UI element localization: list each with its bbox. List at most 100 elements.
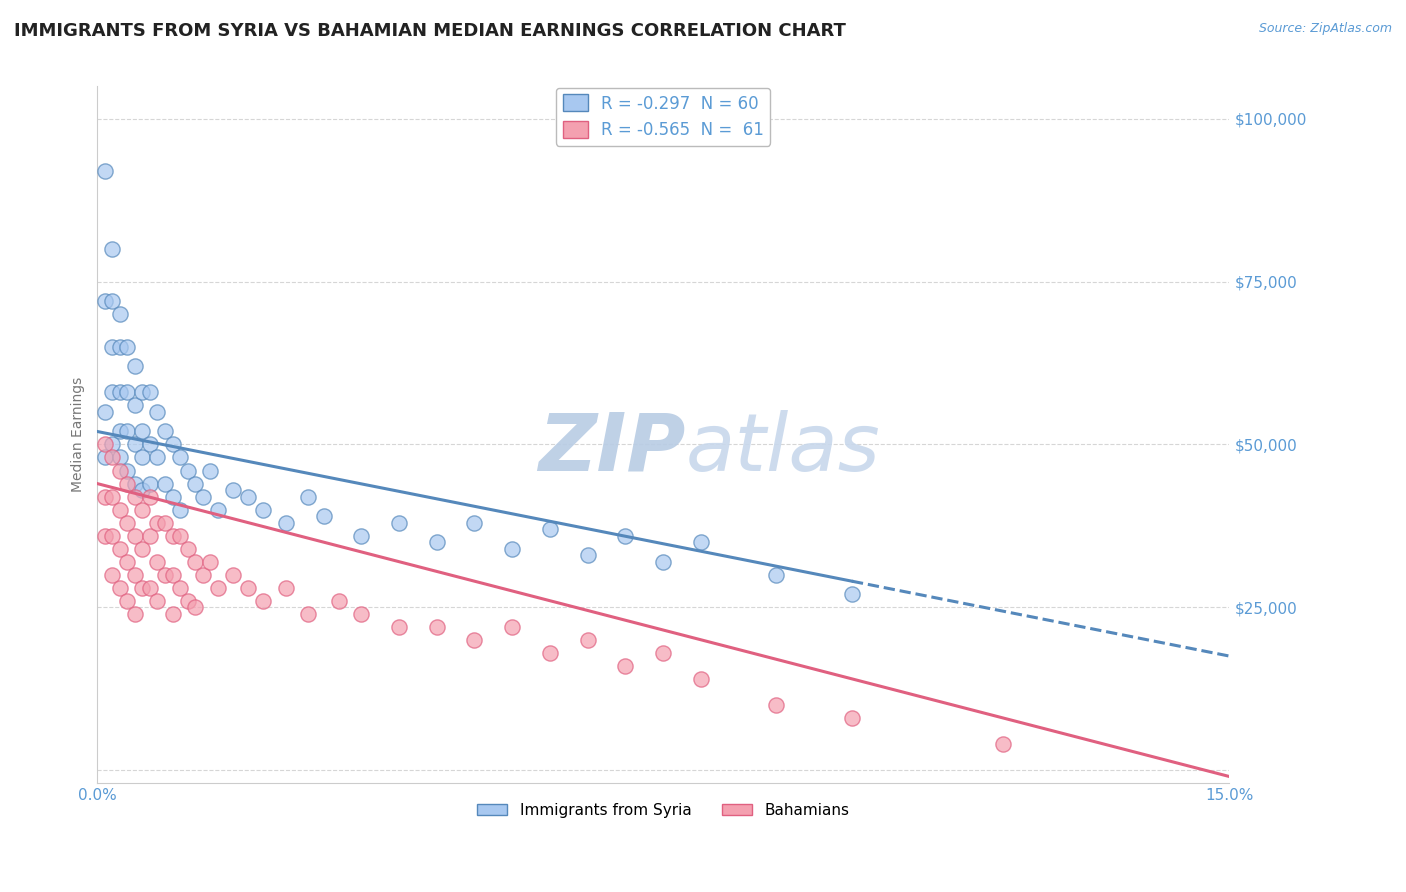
Point — [108, 502, 131, 516]
Point — [312, 509, 335, 524]
Point — [115, 340, 138, 354]
Point — [146, 450, 169, 465]
Point — [765, 698, 787, 712]
Point — [252, 502, 274, 516]
Point — [101, 294, 124, 309]
Point — [93, 437, 115, 451]
Point — [426, 620, 449, 634]
Point — [162, 528, 184, 542]
Point — [115, 385, 138, 400]
Point — [131, 385, 153, 400]
Point — [176, 593, 198, 607]
Point — [124, 607, 146, 621]
Point — [93, 450, 115, 465]
Point — [222, 483, 245, 497]
Point — [426, 535, 449, 549]
Y-axis label: Median Earnings: Median Earnings — [72, 377, 86, 492]
Point — [108, 450, 131, 465]
Point — [124, 437, 146, 451]
Point — [501, 620, 523, 634]
Point — [200, 555, 222, 569]
Point — [191, 567, 214, 582]
Point — [538, 522, 561, 536]
Legend: Immigrants from Syria, Bahamians: Immigrants from Syria, Bahamians — [471, 797, 856, 824]
Point — [146, 516, 169, 530]
Point — [222, 567, 245, 582]
Point — [153, 425, 176, 439]
Point — [124, 528, 146, 542]
Point — [169, 450, 191, 465]
Point — [388, 620, 411, 634]
Point — [93, 164, 115, 178]
Point — [162, 607, 184, 621]
Point — [184, 555, 207, 569]
Point — [139, 476, 162, 491]
Point — [115, 476, 138, 491]
Point — [108, 385, 131, 400]
Point — [207, 502, 229, 516]
Point — [162, 437, 184, 451]
Point — [146, 555, 169, 569]
Point — [108, 463, 131, 477]
Point — [101, 528, 124, 542]
Point — [274, 516, 297, 530]
Point — [162, 490, 184, 504]
Point — [652, 646, 675, 660]
Point — [93, 490, 115, 504]
Point — [652, 555, 675, 569]
Point — [93, 294, 115, 309]
Point — [991, 737, 1014, 751]
Point — [131, 425, 153, 439]
Point — [124, 398, 146, 412]
Point — [124, 359, 146, 374]
Point — [153, 567, 176, 582]
Point — [388, 516, 411, 530]
Point — [690, 672, 713, 686]
Point — [108, 541, 131, 556]
Point — [162, 567, 184, 582]
Point — [169, 502, 191, 516]
Point — [101, 437, 124, 451]
Point — [614, 528, 637, 542]
Point — [176, 541, 198, 556]
Point — [108, 340, 131, 354]
Point — [576, 548, 599, 562]
Point — [765, 567, 787, 582]
Point — [576, 632, 599, 647]
Point — [169, 528, 191, 542]
Point — [146, 405, 169, 419]
Point — [297, 607, 319, 621]
Point — [463, 632, 485, 647]
Point — [350, 528, 373, 542]
Point — [115, 593, 138, 607]
Point — [236, 490, 259, 504]
Point — [131, 502, 153, 516]
Point — [328, 593, 350, 607]
Point — [101, 242, 124, 256]
Point — [463, 516, 485, 530]
Text: IMMIGRANTS FROM SYRIA VS BAHAMIAN MEDIAN EARNINGS CORRELATION CHART: IMMIGRANTS FROM SYRIA VS BAHAMIAN MEDIAN… — [14, 22, 846, 40]
Point — [153, 476, 176, 491]
Point — [93, 405, 115, 419]
Text: ZIP: ZIP — [538, 409, 686, 488]
Point — [841, 711, 863, 725]
Point — [131, 581, 153, 595]
Point — [93, 528, 115, 542]
Point — [108, 425, 131, 439]
Point — [115, 463, 138, 477]
Point — [101, 567, 124, 582]
Point — [115, 555, 138, 569]
Point — [191, 490, 214, 504]
Point — [184, 476, 207, 491]
Point — [200, 463, 222, 477]
Point — [153, 516, 176, 530]
Point — [690, 535, 713, 549]
Point — [131, 541, 153, 556]
Point — [350, 607, 373, 621]
Point — [124, 476, 146, 491]
Point — [139, 437, 162, 451]
Point — [115, 516, 138, 530]
Point — [252, 593, 274, 607]
Point — [146, 593, 169, 607]
Point — [207, 581, 229, 595]
